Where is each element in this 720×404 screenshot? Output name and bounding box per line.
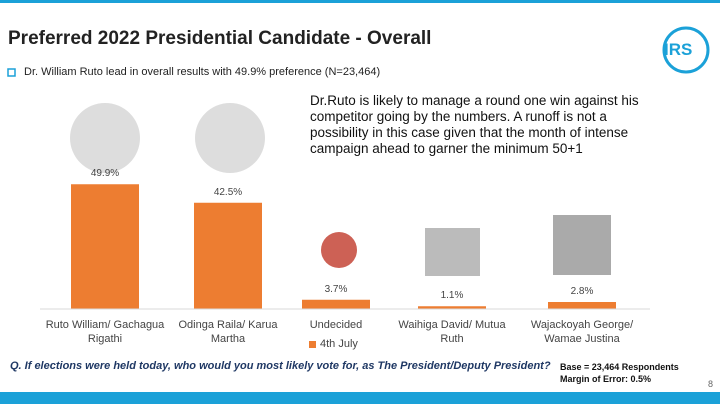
bar — [548, 302, 616, 309]
page-number: 8 — [708, 379, 714, 389]
x-tick-label: Wajackoyah George/ Wamae Justina — [530, 319, 634, 345]
bar — [302, 299, 370, 309]
x-tick-label: Undecided — [309, 319, 363, 331]
bullet-icon — [7, 68, 16, 77]
photo — [425, 228, 480, 276]
value-label: 49.9% — [90, 168, 120, 180]
photo — [70, 103, 140, 173]
question-icon — [321, 232, 357, 268]
margin: Margin of Error: 0.5% — [560, 374, 652, 384]
x-tick-label: Odinga Raila/ Karua Martha — [178, 319, 278, 345]
logo-ring — [662, 26, 710, 74]
value-label: 3.7% — [324, 283, 348, 295]
value-label: 2.8% — [570, 286, 594, 297]
commentary: Dr.Ruto is likely to manage a round one … — [310, 93, 639, 156]
value-label: 1.1% — [440, 290, 464, 302]
title: Preferred 2022 Presidential Candidate - … — [8, 28, 432, 49]
x-tick-label: Waihiga David/ Mutua Ruth — [398, 319, 506, 345]
x-tick-label: Ruto William/ Gachagua Rigathi — [45, 319, 165, 345]
bar — [194, 202, 262, 309]
value-label: 42.5% — [213, 186, 243, 198]
legend-label: 4th July — [320, 338, 358, 350]
base: Base = 23,464 Respondents — [560, 362, 679, 372]
bullet-text: Dr. William Ruto lead in overall results… — [24, 66, 381, 78]
photo — [195, 103, 265, 173]
question: Q. If elections were held today, who wou… — [10, 360, 551, 372]
photo — [553, 215, 611, 275]
bar — [71, 184, 139, 309]
legend-swatch — [309, 341, 316, 348]
bottom-stripe — [0, 392, 720, 404]
logo: IRS — [664, 40, 693, 59]
top-stripe — [0, 0, 720, 3]
bar — [418, 306, 486, 309]
